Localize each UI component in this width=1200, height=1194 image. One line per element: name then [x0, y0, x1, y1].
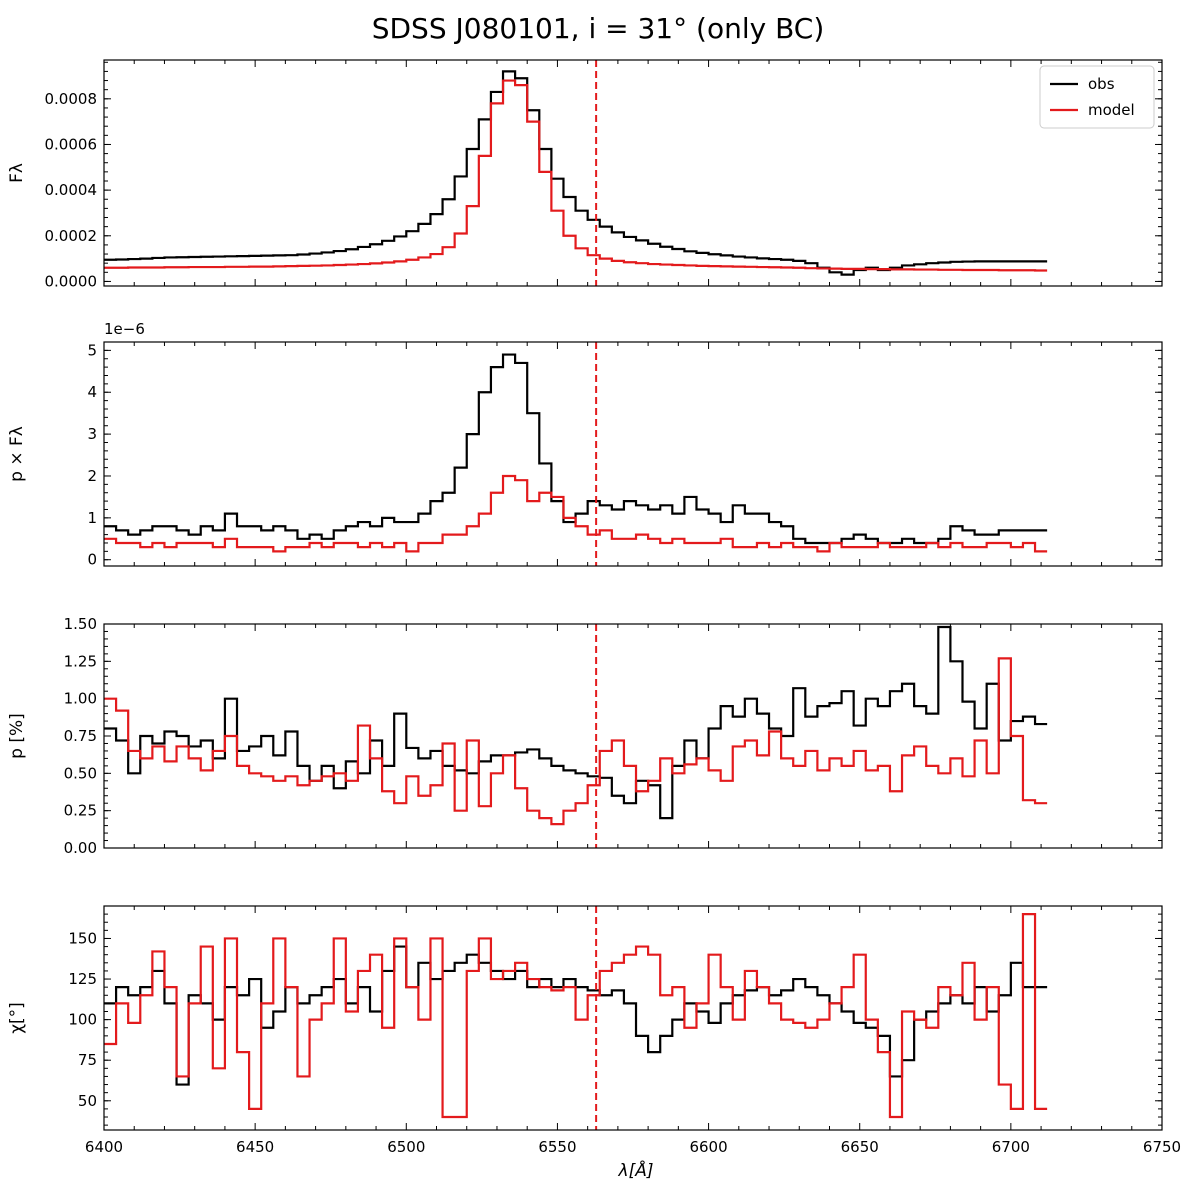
axes-frame [103, 623, 1163, 849]
x-tick-label: 6550 [538, 1138, 576, 1156]
y-axis-label: χ[°] [7, 1002, 27, 1034]
panel-2: 0 1 2 3 4 5 1e−6 p × Fλ [7, 320, 1163, 569]
y-tick-label: 0.0002 [45, 227, 98, 245]
y-tick-label: 0.75 [64, 727, 97, 745]
panels-group: 0.0000 0.0002 0.0004 0.0006 0.0008 Fλ 0 1 2 3 4 5 1e… [7, 59, 1181, 1156]
y-tick-label: 5 [87, 341, 97, 359]
x-tick-label: 6600 [689, 1138, 727, 1156]
x-tick-label: 6450 [236, 1138, 274, 1156]
series-obs-line [104, 353, 1048, 545]
y-tick-label: 1.50 [64, 615, 97, 633]
y-tick-label: 125 [68, 970, 97, 988]
x-tick-label: 6500 [387, 1138, 425, 1156]
series-model-line [104, 657, 1048, 826]
panel-4: 50 75 100 125 150 χ[°] 6400 6450 6500 6550 6600 665… [7, 905, 1181, 1156]
y-tick-label: 0.50 [64, 764, 97, 782]
axes-frame [103, 341, 1163, 567]
y-tick-label: 0.0006 [45, 135, 98, 153]
axes-frame [103, 905, 1163, 1131]
y-tick-label: 1.00 [64, 690, 97, 708]
y-tick-label: 50 [78, 1092, 97, 1110]
legend-label-obs: obs [1088, 75, 1115, 93]
series-model-line [104, 913, 1048, 1119]
y-axis-label: p [%] [7, 713, 27, 759]
series-model-line [104, 474, 1048, 553]
series-obs-line [104, 625, 1048, 820]
y-tick-label: 1 [87, 509, 97, 527]
series-model-line [104, 79, 1048, 272]
y-tick-label: 0.25 [64, 802, 97, 820]
legend-box [1039, 65, 1155, 129]
y-offset-text: 1e−6 [104, 320, 145, 338]
y-tick-label: 75 [78, 1051, 97, 1069]
y-tick-label: 4 [87, 383, 97, 401]
y-axis-label: p × Fλ [7, 426, 27, 482]
y-tick-label: 0.0000 [45, 272, 98, 290]
y-tick-label: 150 [68, 929, 97, 947]
y-tick-label: 0.0004 [45, 181, 98, 199]
x-tick-label: 6750 [1143, 1138, 1181, 1156]
y-tick-label: 2 [87, 467, 97, 485]
y-axis-label: Fλ [7, 163, 27, 183]
y-tick-label: 3 [87, 425, 97, 443]
y-tick-label: 1.25 [64, 652, 97, 670]
panel-3: 0.00 0.25 0.50 0.75 1.00 1.25 1.50 p [%] [7, 615, 1163, 857]
y-tick-label: 0 [87, 551, 97, 569]
chart-title: SDSS J080101, i = 31° (only BC) [372, 12, 825, 45]
x-tick-label: 6400 [85, 1138, 123, 1156]
panel-1: 0.0000 0.0002 0.0004 0.0006 0.0008 Fλ [7, 59, 1163, 290]
y-tick-label: 0.0008 [45, 90, 98, 108]
legend: obs model [1039, 65, 1155, 129]
x-tick-label: 6700 [992, 1138, 1030, 1156]
x-tick-label: 6650 [841, 1138, 879, 1156]
y-tick-label: 100 [68, 1011, 97, 1029]
x-axis-label: λ[Å] [618, 1159, 654, 1181]
legend-label-model: model [1088, 101, 1135, 119]
y-tick-label: 0.00 [64, 839, 97, 857]
axes-frame [103, 59, 1163, 287]
